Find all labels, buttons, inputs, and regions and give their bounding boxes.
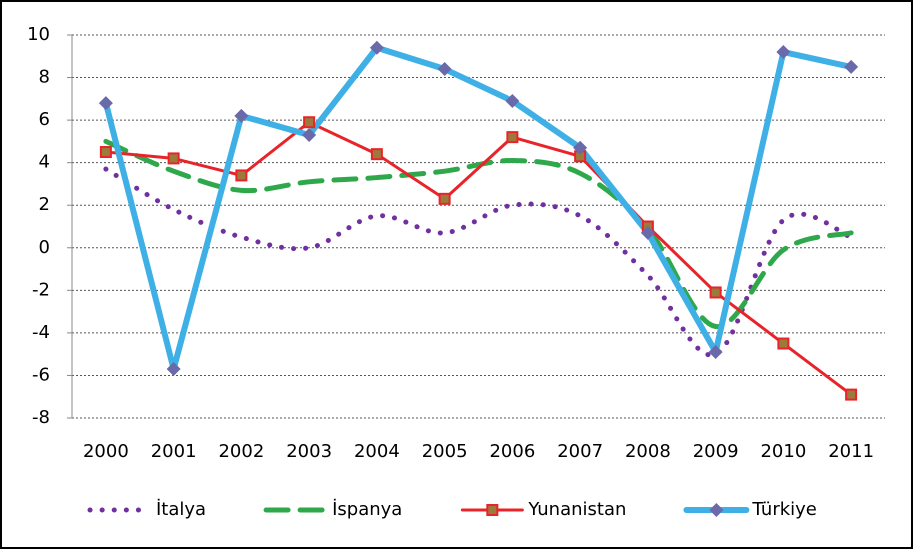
series-line <box>103 138 854 330</box>
marker <box>845 388 858 401</box>
y-tick-label: -4 <box>32 322 50 343</box>
x-tick-label: 2005 <box>422 441 468 462</box>
marker <box>438 192 451 205</box>
marker <box>99 146 112 159</box>
marker <box>166 362 181 377</box>
marker <box>640 225 655 240</box>
y-tick-label: 10 <box>27 24 50 45</box>
x-tick-label: 2003 <box>286 441 332 462</box>
y-tick-label: -6 <box>32 364 50 385</box>
marker <box>573 140 588 155</box>
y-tick-label: 6 <box>39 109 50 130</box>
marker <box>369 40 384 55</box>
y-tick-label: 4 <box>39 152 50 173</box>
marker <box>98 96 113 111</box>
marker <box>709 503 724 517</box>
x-tick-label: 2001 <box>151 441 197 462</box>
marker <box>505 93 520 108</box>
legend-label: İtalya <box>156 499 206 520</box>
marker <box>844 59 859 74</box>
marker <box>506 131 519 144</box>
marker <box>486 504 499 516</box>
x-tick-label: 2009 <box>693 441 739 462</box>
marker <box>776 45 791 60</box>
legend: İtalya İspanya Yunanistan Türkiye <box>87 499 817 520</box>
marker <box>167 152 180 165</box>
marker <box>777 337 790 350</box>
x-tick-label: 2010 <box>760 441 806 462</box>
y-tick-label: 2 <box>39 194 50 215</box>
marker <box>303 116 316 129</box>
x-tick-label: 2000 <box>83 441 129 462</box>
series-line <box>103 166 854 358</box>
x-tick-label: 2011 <box>828 441 874 462</box>
x-tick-label: 2004 <box>354 441 400 462</box>
marker <box>370 148 383 161</box>
marker <box>709 286 722 299</box>
marker <box>708 345 723 360</box>
marker <box>437 62 452 77</box>
marker <box>234 108 249 123</box>
y-tick-label: -8 <box>32 407 50 428</box>
marker <box>235 169 248 182</box>
y-tick-label: -2 <box>32 279 50 300</box>
marker <box>302 128 317 143</box>
legend-label: Türkiye <box>751 499 817 520</box>
y-tick-label: 0 <box>39 237 50 258</box>
legend-label: İspanya <box>332 499 402 520</box>
y-tick-label: 8 <box>39 67 50 88</box>
x-tick-label: 2007 <box>557 441 603 462</box>
x-tick-label: 2006 <box>489 441 535 462</box>
series-line <box>102 44 855 373</box>
legend-label: Yunanistan <box>527 499 626 520</box>
x-tick-label: 2008 <box>625 441 671 462</box>
x-tick-label: 2002 <box>218 441 264 462</box>
